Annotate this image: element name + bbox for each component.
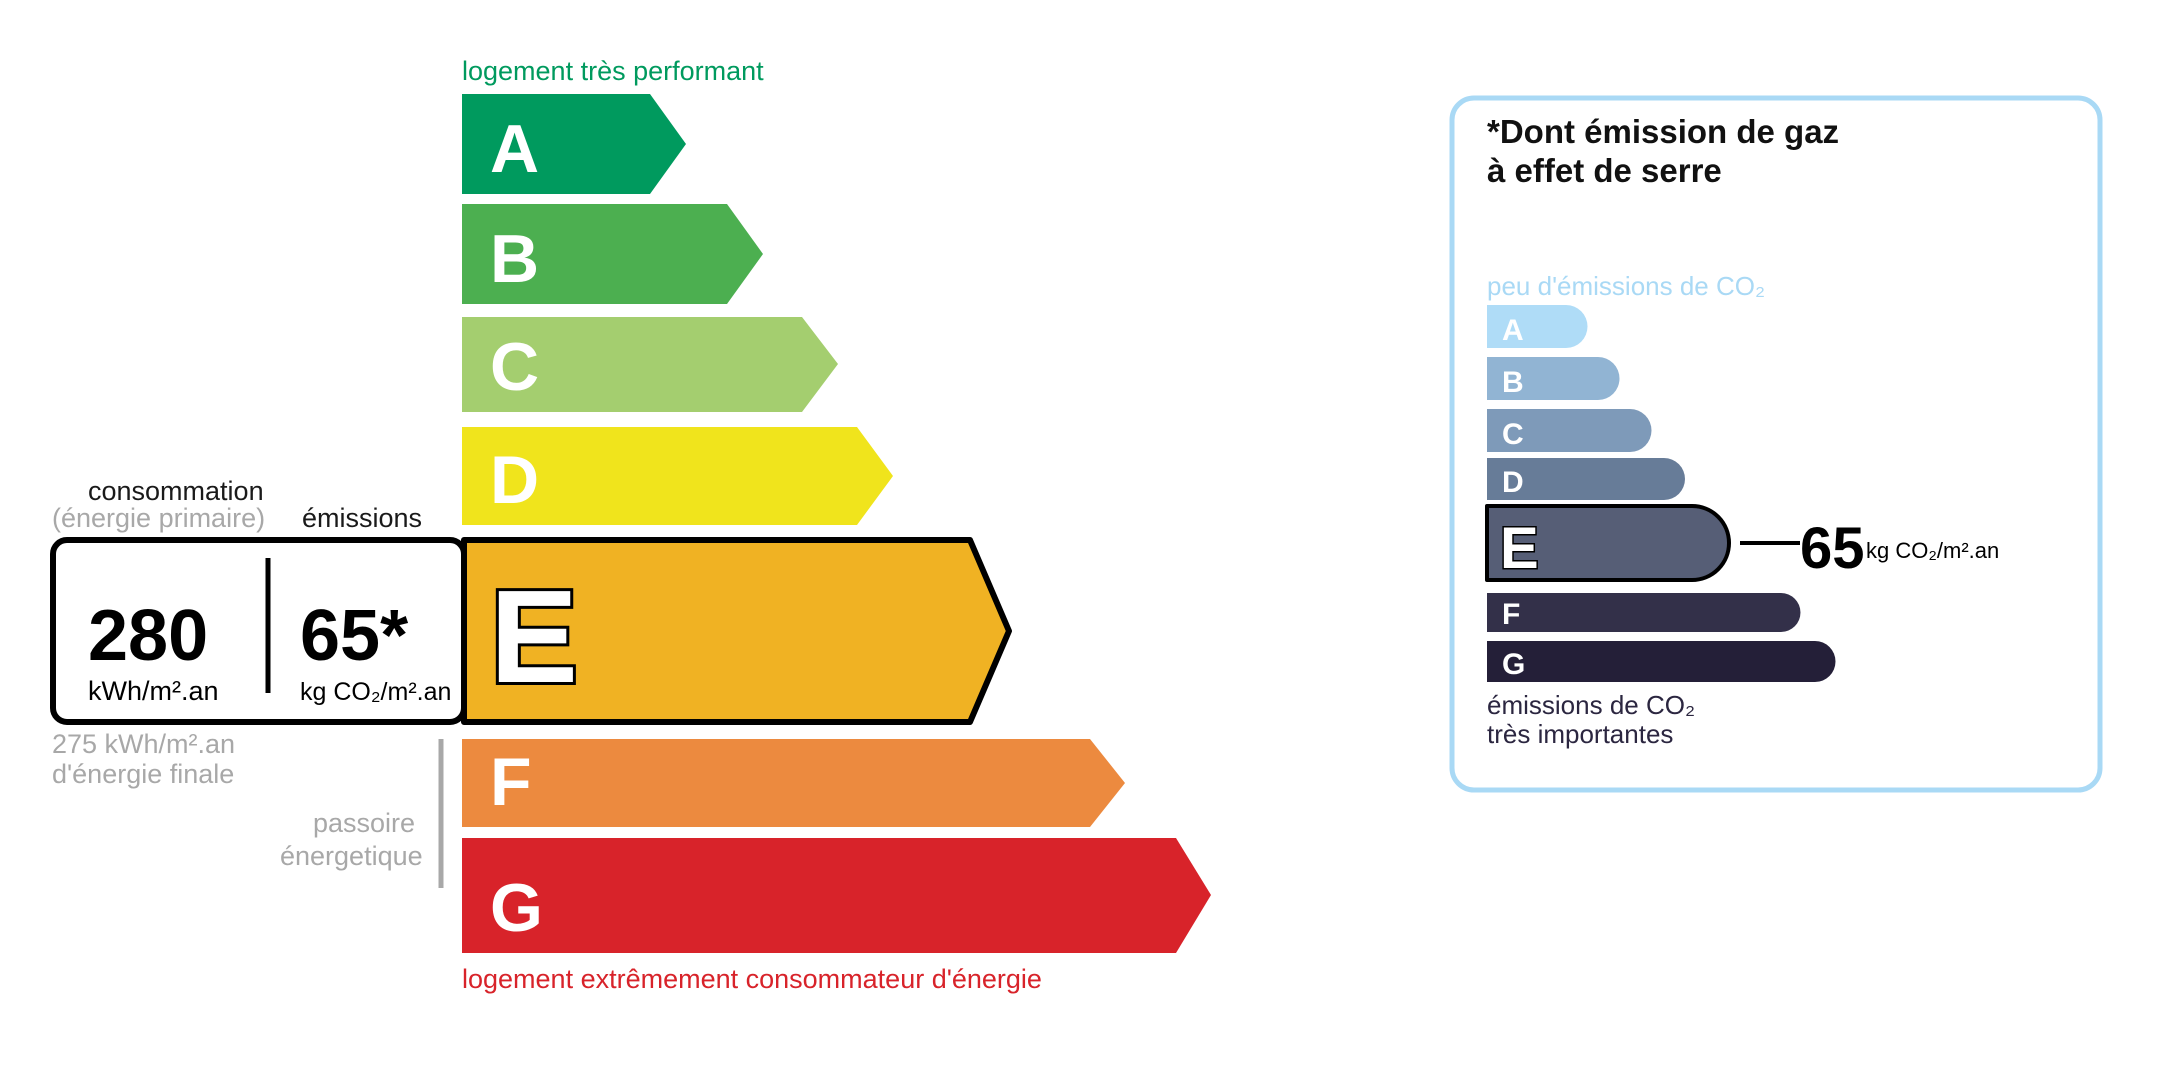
svg-text:65*: 65* (300, 596, 408, 676)
svg-text:(énergie primaire): (énergie primaire) (52, 503, 265, 533)
svg-text:émissions: émissions (302, 503, 422, 533)
svg-text:G: G (1502, 648, 1525, 681)
svg-text:logement très performant: logement très performant (462, 56, 764, 86)
svg-text:très importantes: très importantes (1487, 719, 1673, 749)
svg-text:d'énergie finale: d'énergie finale (52, 759, 234, 789)
svg-text:B: B (1502, 366, 1524, 399)
svg-text:logement extrêmement consommat: logement extrêmement consommateur d'éner… (462, 964, 1042, 994)
svg-text:énergetique: énergetique (280, 841, 423, 871)
svg-text:D: D (1502, 466, 1524, 499)
svg-text:D: D (490, 442, 539, 518)
svg-text:65: 65 (1800, 516, 1865, 581)
svg-text:kg CO₂/m².an: kg CO₂/m².an (1866, 538, 1999, 563)
svg-text:A: A (1502, 314, 1524, 347)
svg-text:E: E (490, 563, 578, 710)
svg-text:E: E (1500, 516, 1539, 581)
svg-text:kg CO₂/m².an: kg CO₂/m².an (300, 678, 451, 706)
svg-text:F: F (1502, 598, 1520, 631)
svg-text:consommation: consommation (88, 476, 264, 506)
svg-text:280: 280 (88, 596, 208, 676)
svg-text:C: C (490, 329, 539, 405)
svg-text:kWh/m².an: kWh/m².an (88, 676, 219, 706)
svg-text:à effet de serre: à effet de serre (1487, 152, 1722, 189)
svg-text:A: A (490, 111, 539, 187)
svg-text:F: F (490, 744, 532, 820)
svg-text:émissions de CO₂: émissions de CO₂ (1487, 690, 1695, 720)
svg-text:peu d'émissions de CO₂: peu d'émissions de CO₂ (1487, 271, 1765, 301)
svg-text:275 kWh/m².an: 275 kWh/m².an (52, 729, 235, 759)
svg-text:passoire: passoire (313, 808, 415, 838)
svg-text:C: C (1502, 418, 1524, 451)
svg-text:B: B (490, 221, 539, 297)
svg-text:*Dont émission de gaz: *Dont émission de gaz (1487, 113, 1839, 150)
svg-text:G: G (490, 870, 543, 946)
